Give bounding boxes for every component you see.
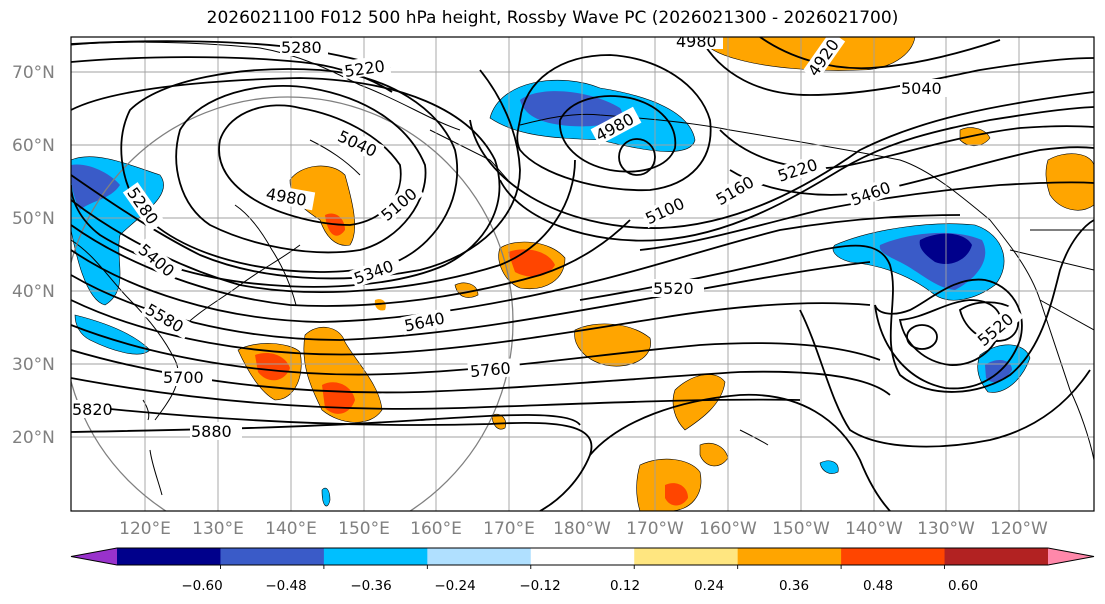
anomaly-negative-region: [321, 487, 331, 507]
contour-label: 5880: [191, 422, 232, 441]
colorbar-swatch: [427, 548, 532, 565]
map-title: 2026021100 F012 500 hPa height, Rossby W…: [206, 8, 899, 28]
lon-label: 130°E: [192, 519, 244, 539]
colorbar-swatch: [117, 548, 221, 565]
lon-label: 180°W: [553, 519, 611, 539]
colorbar-swatch: [944, 548, 1049, 565]
colorbar: [70, 547, 1095, 566]
colorbar-swatch: [841, 548, 946, 565]
anomaly-positive-region: [255, 352, 290, 381]
lon-label: 160°W: [699, 519, 757, 539]
lon-label: 140°W: [845, 519, 903, 539]
contour-label: 5760: [469, 359, 511, 381]
colorbar-tick-label: −0.48: [265, 578, 306, 594]
map-frame: [70, 36, 1095, 512]
lon-label: 120°E: [119, 519, 171, 539]
contour-label: 5700: [163, 368, 204, 387]
lat-label: 60°N: [12, 136, 55, 156]
colorbar-tick-label: −0.60: [181, 578, 222, 594]
colorbar-tick-label: −0.24: [434, 578, 475, 594]
colorbar-swatch: [530, 548, 635, 565]
colorbar-extend-max: [1048, 548, 1094, 565]
lat-label: 20°N: [12, 428, 55, 448]
colorbar-swatch: [323, 548, 428, 565]
colorbar-swatch: [634, 548, 739, 565]
colorbar-tick-label: 0.36: [779, 578, 809, 594]
lon-label: 120°W: [990, 519, 1048, 539]
contour-label: 5520: [653, 279, 694, 298]
colorbar-tick-label: −0.12: [519, 578, 560, 594]
colorbar-tick-label: −0.36: [350, 578, 391, 594]
anomaly-negative-region: [819, 460, 839, 474]
longitude-labels: 120°E 130°E 140°E 150°E 160°E 170°E 180°…: [119, 519, 1048, 539]
lon-label: 130°W: [917, 519, 975, 539]
lon-label: 150°W: [772, 519, 830, 539]
colorbar-swatch: [220, 548, 325, 565]
lat-label: 40°N: [12, 282, 55, 302]
lat-label: 30°N: [12, 355, 55, 375]
colorbar-tick-label: 0.48: [863, 578, 893, 594]
lat-label: 50°N: [12, 209, 55, 229]
lon-label: 140°E: [265, 519, 317, 539]
anomaly-positive-region: [672, 374, 726, 431]
contour-label: 5280: [281, 38, 322, 57]
colorbar-tick-label: 0.24: [694, 578, 724, 594]
lon-label: 160°E: [410, 519, 462, 539]
contour-label: 5040: [901, 79, 942, 98]
colorbar-outline: [70, 547, 1095, 566]
lon-label: 170°E: [483, 519, 535, 539]
latitude-labels: 70°N 60°N 50°N 40°N 30°N 20°N: [12, 63, 55, 448]
contour-label: 4980: [676, 32, 717, 51]
anomaly-positive-region: [665, 483, 688, 506]
anomaly-positive-region: [322, 382, 355, 414]
anomaly-negative-region: [520, 91, 622, 127]
contour-label: 5820: [72, 400, 113, 419]
colorbar-swatch: [737, 548, 842, 565]
colorbar-ticks: −0.60 −0.48 −0.36 −0.24 −0.12 0.12 0.24 …: [181, 565, 978, 594]
height-contours: [71, 37, 1094, 511]
anomaly-positive-region: [491, 413, 506, 430]
anomaly-positive-region: [374, 299, 386, 311]
colorbar-tick-label: 0.12: [610, 578, 640, 594]
lon-label: 150°E: [338, 519, 390, 539]
lon-label: 170°W: [626, 519, 684, 539]
anomaly-positive-region: [959, 127, 991, 147]
lat-label: 70°N: [12, 63, 55, 83]
colorbar-tick-label: 0.60: [948, 578, 978, 594]
colorbar-extend-min: [71, 548, 117, 565]
anomaly-negative-region: [71, 164, 120, 210]
